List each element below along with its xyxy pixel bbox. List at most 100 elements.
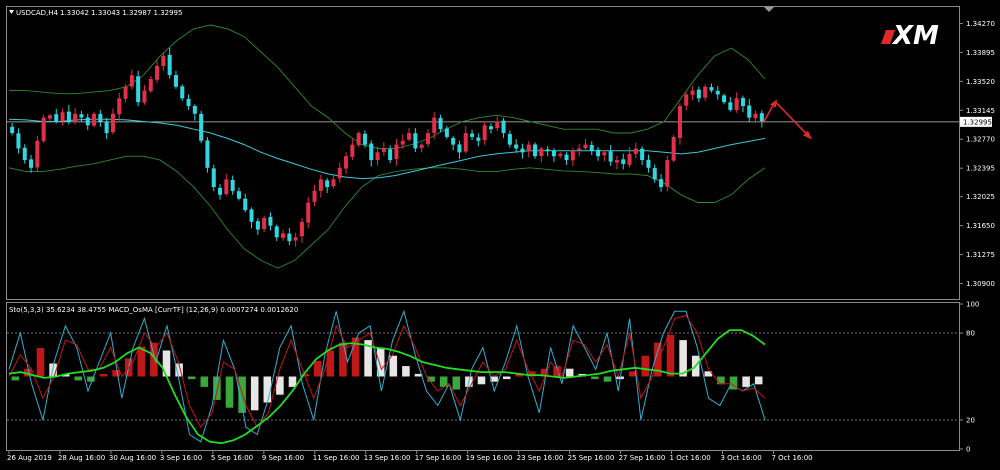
chart-shift-marker-icon[interactable]	[764, 7, 774, 12]
osma-histogram-bar	[187, 376, 196, 380]
osma-histogram-bar	[87, 376, 95, 382]
candle-body	[224, 179, 229, 195]
candle-body	[173, 75, 178, 87]
oscillator-chart	[7, 309, 959, 445]
osma-histogram-bar	[376, 347, 385, 377]
candle-body	[614, 160, 619, 163]
osma-histogram-bar	[427, 376, 435, 382]
price-tick-label: 1.33520	[966, 78, 995, 86]
candle-body	[696, 89, 701, 99]
arrow-head-icon	[770, 99, 777, 108]
oscillator-tick-label: 0	[966, 446, 970, 454]
osma-histogram-bar	[150, 342, 158, 377]
candle-body	[652, 168, 657, 180]
candle-body	[66, 111, 71, 122]
osma-histogram-bar	[162, 350, 171, 377]
osma-histogram-bar	[591, 376, 599, 380]
candle-body	[356, 133, 361, 146]
candle-body	[740, 97, 745, 107]
candle-body	[117, 98, 122, 115]
candle-body	[325, 180, 330, 188]
candle-body	[180, 86, 185, 99]
oscillator-tick-label: 80	[966, 330, 975, 338]
candle-body	[236, 191, 241, 199]
candle-body	[646, 159, 651, 168]
candle-body	[747, 105, 752, 118]
candle-body	[211, 168, 216, 188]
osma-histogram-bar	[313, 360, 322, 377]
price-tick-label: 1.31650	[966, 222, 995, 230]
candle-body	[337, 167, 342, 179]
osma-histogram-bar	[641, 355, 650, 377]
time-tick-label: 28 Aug 16:00	[58, 454, 105, 462]
candle-body	[47, 115, 52, 119]
price-tick-label: 1.31275	[966, 251, 995, 259]
osma-histogram-bar	[704, 371, 713, 377]
osma-histogram-bar	[414, 373, 423, 377]
candle-body	[268, 216, 273, 226]
price-tick-label: 1.30900	[966, 280, 995, 288]
candle-body	[186, 98, 191, 107]
osma-histogram-bar	[553, 366, 561, 377]
osma-histogram-bar	[200, 376, 209, 387]
forecast-arrow-down	[775, 101, 809, 137]
candle-body	[394, 144, 399, 159]
osma-histogram-bar	[452, 376, 461, 390]
triangle-down-icon[interactable]	[9, 10, 14, 14]
candle-body	[16, 133, 21, 149]
time-axis: 26 Aug 2019 28 Aug 16:00 30 Aug 16:00 3 Sep…	[7, 450, 813, 462]
osma-histogram-bar	[24, 368, 32, 377]
candle-body	[318, 179, 323, 191]
osma-histogram-bar	[389, 355, 398, 377]
candle-body	[596, 149, 601, 157]
candle-body	[728, 102, 733, 110]
candle-body	[344, 156, 349, 169]
candle-body	[419, 144, 424, 148]
candle-body	[734, 98, 739, 111]
candle-body	[98, 113, 103, 122]
candle-body	[684, 94, 689, 106]
time-tick-label: 5 Sep 16:00	[211, 454, 253, 462]
indicator-pane[interactable]	[6, 302, 960, 451]
forecast-arrow-up	[763, 103, 775, 122]
price-chart: 1.32995	[7, 24, 992, 269]
osma-histogram-bar	[540, 368, 549, 377]
current-price-label: 1.32995	[963, 118, 992, 126]
candle-body	[715, 90, 720, 95]
candle-body	[110, 113, 115, 133]
candle-body	[476, 137, 481, 141]
osma-histogram-bar	[225, 376, 234, 408]
candle-body	[507, 133, 512, 145]
candle-body	[381, 148, 386, 152]
candle-body	[633, 148, 638, 154]
current-price-box	[960, 116, 992, 127]
osma-histogram-bar	[666, 334, 675, 377]
osma-histogram-bar	[74, 376, 83, 381]
osma-histogram-bar	[326, 350, 335, 377]
osma-histogram-bar	[528, 371, 536, 377]
candle-body	[444, 128, 449, 137]
oscillator-tick-label: 20	[966, 417, 975, 425]
osma-histogram-bar	[263, 376, 272, 403]
candle-body	[589, 145, 594, 151]
candle-body	[621, 159, 626, 164]
osma-histogram-bar	[742, 376, 750, 387]
main-chart-pane[interactable]	[6, 6, 960, 300]
candle-body	[400, 140, 405, 145]
time-tick-label: 30 Aug 16:00	[109, 454, 156, 462]
osma-histogram-bar	[679, 340, 687, 377]
candle-body	[488, 126, 493, 130]
time-tick-label: 7 Oct 16:00	[771, 454, 812, 462]
candle-body	[22, 147, 27, 161]
candle-body	[375, 152, 380, 161]
candle-body	[533, 144, 538, 157]
osma-histogram-bar	[729, 376, 738, 390]
candle-body	[690, 90, 695, 95]
candle-body	[703, 86, 708, 98]
osma-histogram-bar	[364, 340, 372, 377]
candle-body	[255, 221, 260, 230]
time-tick-label: 27 Sep 16:00	[619, 454, 666, 462]
osma-histogram-bar	[99, 373, 108, 377]
osma-histogram-bar	[49, 363, 57, 377]
